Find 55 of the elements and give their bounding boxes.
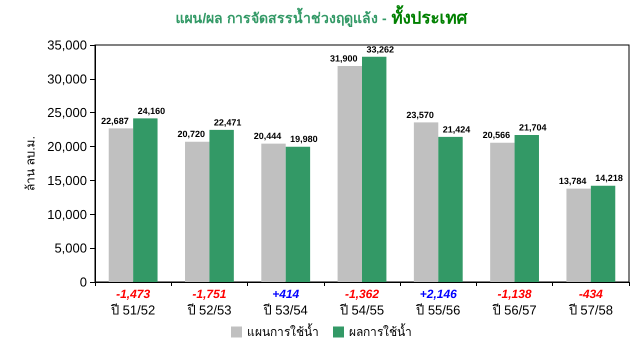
bar (438, 136, 463, 282)
x-tick-label: ปี 55/56 (415, 302, 460, 318)
data-label: 22,471 (214, 117, 242, 128)
data-label: 20,720 (177, 129, 205, 140)
chart-subtitle: ทั้งประเทศ (392, 4, 469, 28)
data-label: 24,160 (138, 106, 166, 116)
x-tick-label: ปี 56/57 (491, 302, 537, 318)
x-tick-label: ปี 52/53 (186, 302, 232, 318)
data-label: 21,704 (519, 122, 547, 133)
bar (261, 144, 286, 282)
legend-label: แผนการใช้น้ำ (247, 323, 319, 339)
bar (185, 142, 210, 282)
text: -1,473 (116, 287, 150, 301)
y-axis-title: ล้าน ลบ.ม. (23, 136, 38, 192)
data-label: 21,424 (442, 124, 470, 134)
data-label: 33,262 (366, 44, 394, 54)
bar (133, 118, 158, 282)
x-tick-label: ปี 57/58 (568, 302, 613, 318)
bar (514, 135, 539, 282)
data-label: 22,687 (101, 116, 129, 126)
chart-title: แผน/ผล การจัดสรรน้ำช่วงฤดูแล้ง - (175, 7, 387, 27)
data-label: 14,218 (595, 173, 623, 184)
y-tick-label: 10,000 (47, 206, 87, 222)
text: +2,146 (420, 287, 458, 301)
text: -1,362 (344, 287, 380, 301)
bar (590, 186, 616, 282)
bar (490, 142, 515, 282)
bar (108, 128, 134, 282)
y-tick-label: 30,000 (47, 71, 87, 86)
bar (566, 188, 591, 282)
data-label: 23,570 (406, 110, 434, 120)
data-label: 20,566 (482, 130, 510, 140)
bar (414, 122, 438, 282)
text: -1,138 (498, 287, 532, 301)
bar (362, 56, 386, 282)
y-tick-label: 35,000 (47, 38, 87, 52)
legend-label: ผลการใช้น้ำ (349, 323, 412, 339)
y-tick-label: 15,000 (47, 172, 87, 188)
text: +414 (272, 287, 300, 301)
text: -1,751 (192, 287, 227, 301)
x-tick-label: ปี 54/55 (338, 302, 384, 318)
data-label: 13,784 (558, 176, 586, 186)
y-tick-label: 20,000 (47, 139, 87, 154)
x-tick-label: ปี 53/54 (262, 302, 308, 318)
y-tick-label: 0 (80, 274, 87, 290)
data-label: 20,444 (254, 131, 282, 142)
bar (209, 130, 234, 282)
data-label: 19,980 (290, 134, 318, 144)
y-tick-label: 25,000 (47, 105, 87, 120)
bar (338, 66, 362, 282)
bar (286, 146, 310, 282)
data-label: 31,900 (330, 53, 358, 64)
text: -434 (578, 287, 604, 301)
x-tick-label: ปี 51/52 (110, 302, 156, 318)
y-tick-label: 5,000 (54, 240, 87, 256)
